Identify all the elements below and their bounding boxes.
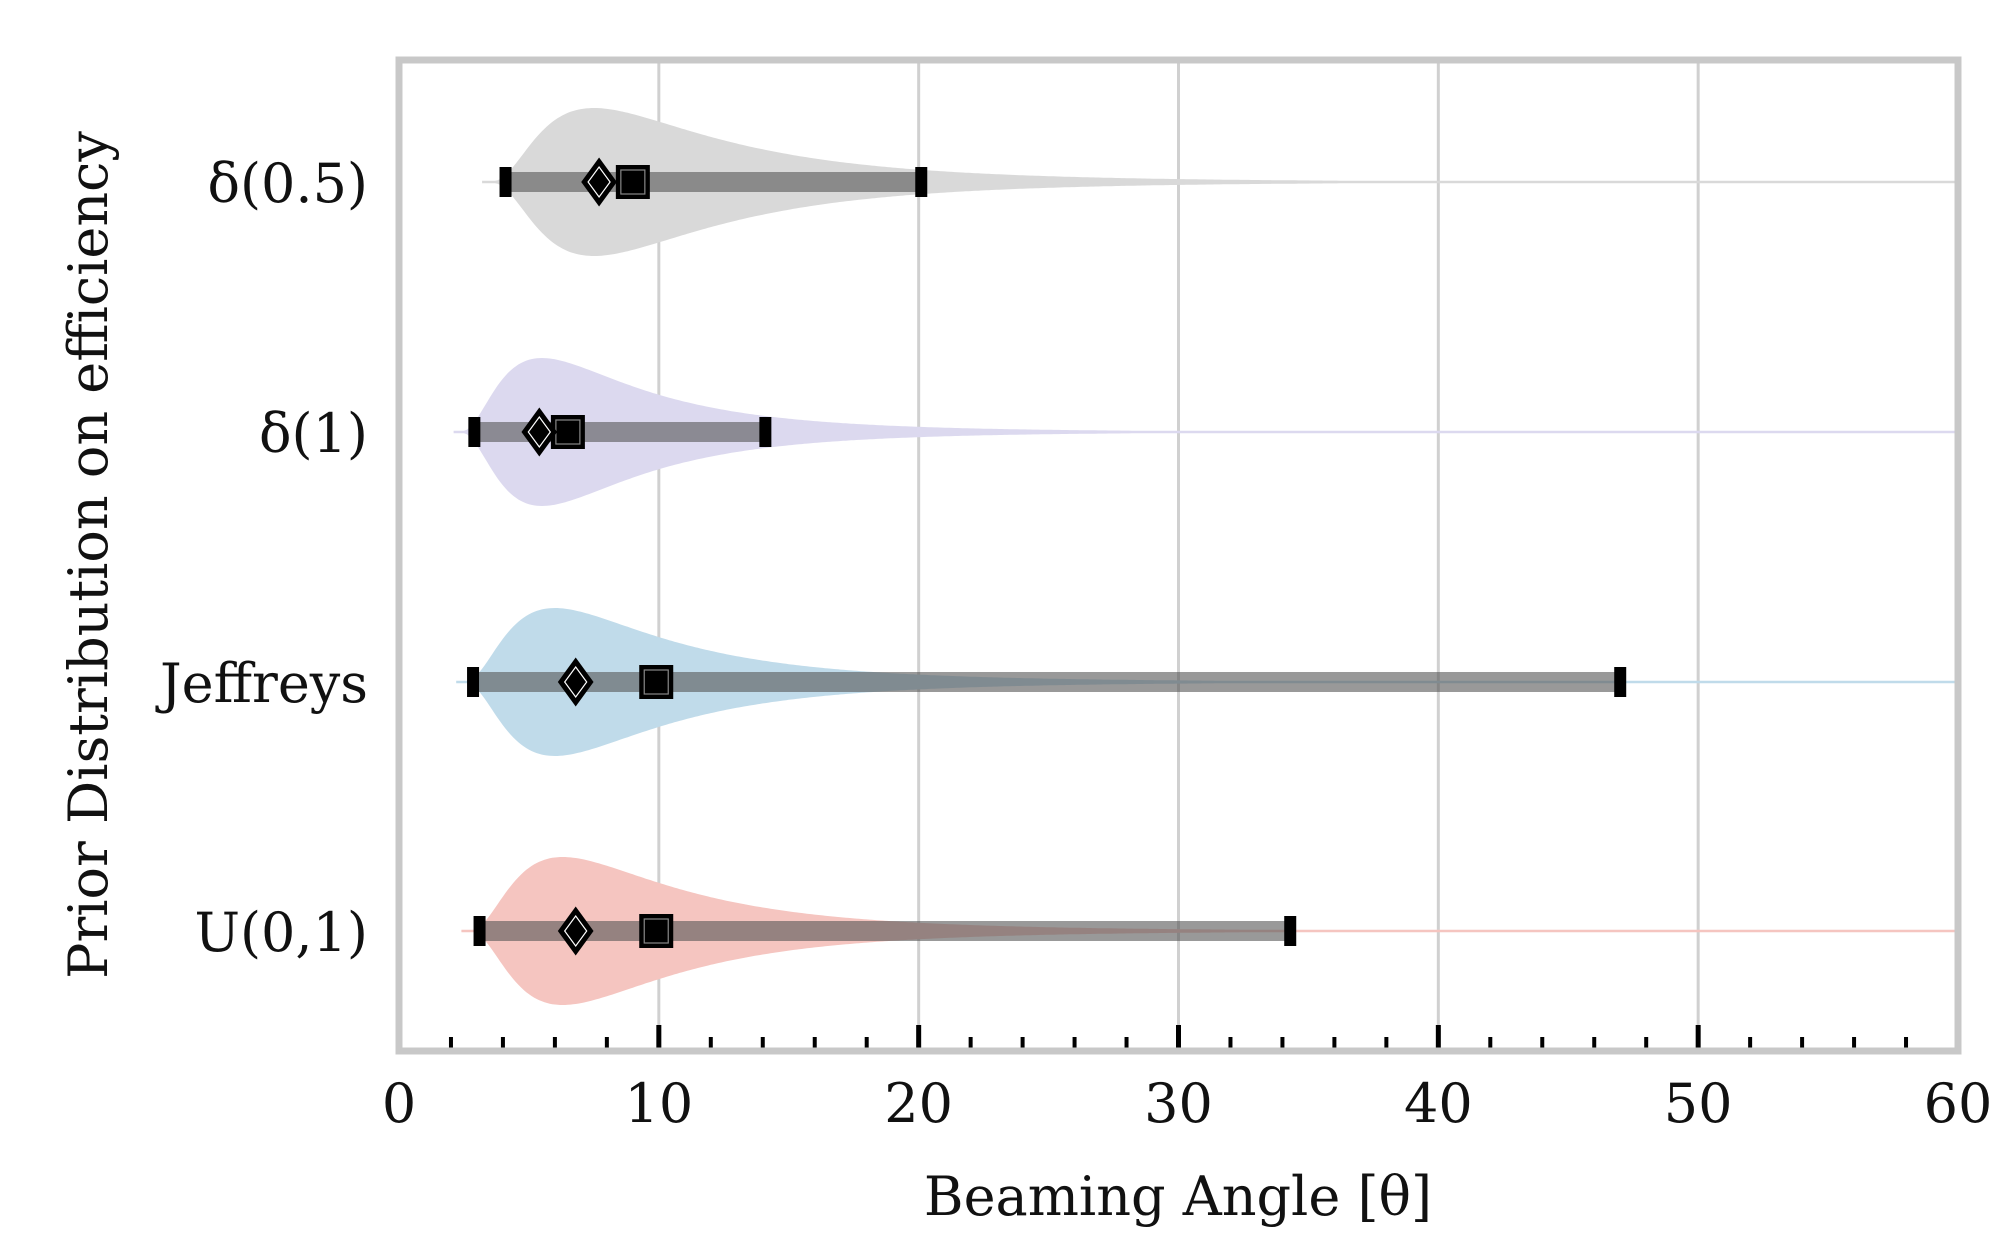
interval-cap-low: [468, 417, 481, 447]
diamond-marker: [521, 407, 558, 457]
x-tick-label: 50: [1664, 1072, 1733, 1135]
interval-bar: [479, 921, 1291, 941]
diamond-marker-inner: [563, 665, 588, 699]
y-category-labels: δ(0.5) δ(1) Jeffreys U(0,1): [155, 152, 368, 964]
diamond-marker: [557, 906, 594, 956]
category-label: U(0,1): [194, 901, 368, 964]
square-marker-inner: [643, 918, 669, 944]
interval-bar: [505, 172, 922, 192]
x-tick-label: 20: [884, 1072, 953, 1135]
interval-cap-low: [473, 916, 486, 946]
diamond-marker: [581, 157, 617, 207]
violins: [453, 108, 1956, 1005]
diamond-marker-inner: [527, 415, 552, 449]
diamond-marker-inner: [587, 165, 611, 199]
diamond-marker-inner: [563, 914, 588, 948]
x-tick-label: 10: [624, 1072, 693, 1135]
interval-cap-high: [759, 417, 772, 447]
square-marker-inner: [643, 669, 669, 695]
interval-cap-high: [1614, 667, 1627, 697]
violin-0: [482, 108, 1956, 256]
x-tick-label: 40: [1404, 1072, 1473, 1135]
category-label: δ(0.5): [207, 152, 368, 215]
interval-cap-high: [915, 167, 928, 197]
x-tick-label: 0: [382, 1072, 416, 1135]
y-axis-label: Prior Distribution on efficiency: [57, 131, 120, 979]
interval-cap-high: [1284, 916, 1297, 946]
square-marker-inner: [620, 169, 646, 195]
category-label: δ(1): [259, 402, 368, 465]
diamond-marker: [557, 657, 594, 707]
interval-bar: [473, 672, 1621, 692]
interval-cap-low: [467, 667, 480, 697]
square-marker: [639, 914, 674, 948]
x-tick-labels: 0 10 20 30 40 50 60: [382, 1072, 1993, 1135]
square-marker: [639, 665, 674, 699]
category-label: Jeffreys: [155, 652, 368, 715]
x-tick-label: 30: [1144, 1072, 1213, 1135]
interval-bar: [474, 422, 766, 442]
interval-cap-low: [499, 167, 512, 197]
x-axis-label: Beaming Angle [θ]: [924, 1165, 1432, 1228]
plot-frame: [395, 56, 1962, 1055]
x-ticks: [448, 1025, 1909, 1051]
square-marker: [615, 165, 650, 199]
x-tick-label: 60: [1924, 1072, 1993, 1135]
grid-lines: [657, 60, 1700, 1051]
violin-1: [453, 358, 1956, 506]
